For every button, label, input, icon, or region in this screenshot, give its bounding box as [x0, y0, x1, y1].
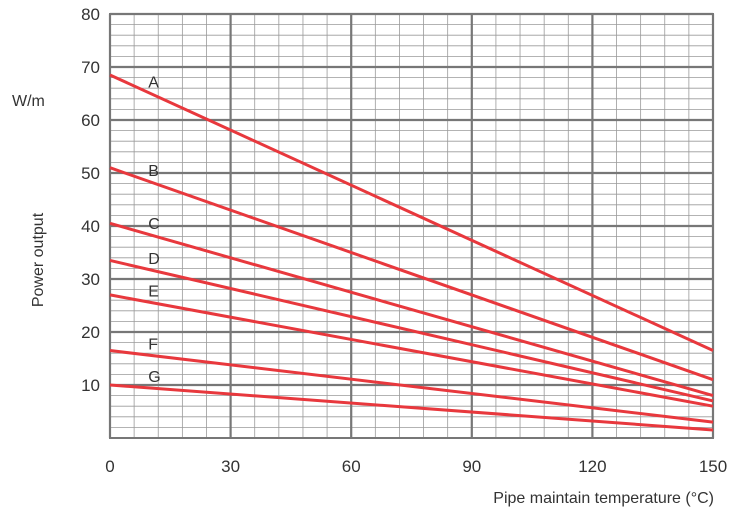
- series-lines: [109, 73, 714, 432]
- y-tick-label: 10: [81, 376, 100, 395]
- plot-frame: [109, 13, 714, 439]
- series-label-b: B: [148, 163, 159, 180]
- series-line-b: [109, 166, 714, 382]
- series-line-c: [109, 221, 714, 398]
- series-labels: A B C DE FG: [148, 74, 160, 386]
- x-axis-title: Pipe maintain temperature (°C): [493, 490, 714, 507]
- series-line-a: [109, 73, 714, 352]
- series-label-c: C: [148, 216, 160, 233]
- x-tick-label: 150: [699, 457, 727, 476]
- series-line-e: [109, 293, 714, 408]
- y-tick-label: 50: [81, 164, 100, 183]
- x-tick-label: 0: [105, 457, 114, 476]
- y-tick-label: 60: [81, 111, 100, 130]
- y-tick-label: 30: [81, 270, 100, 289]
- series-label-a: A: [148, 74, 159, 91]
- y-tick-label: 80: [81, 5, 100, 24]
- series-line-d: [109, 258, 714, 403]
- x-tick-label: 30: [221, 457, 240, 476]
- y-tick-label: 70: [81, 58, 100, 77]
- x-tick-label: 90: [462, 457, 481, 476]
- series-line-f: [109, 349, 714, 424]
- x-tick-label: 120: [578, 457, 606, 476]
- series-label-g: G: [148, 369, 160, 386]
- y-unit-label: W/m: [12, 93, 45, 110]
- x-tick-label: 60: [342, 457, 361, 476]
- x-tick-labels: 0 30 60 90 120 150: [105, 457, 727, 476]
- y-tick-labels: 10 20 30 40 50 60 70 80: [81, 5, 100, 395]
- y-tick-label: 20: [81, 323, 100, 342]
- series-label-f: F: [148, 336, 158, 353]
- series-label-e: E: [148, 283, 159, 300]
- y-tick-label: 40: [81, 217, 100, 236]
- series-line-g: [109, 383, 714, 432]
- y-axis-title: Power output: [30, 212, 47, 307]
- series-label-d: D: [148, 251, 160, 268]
